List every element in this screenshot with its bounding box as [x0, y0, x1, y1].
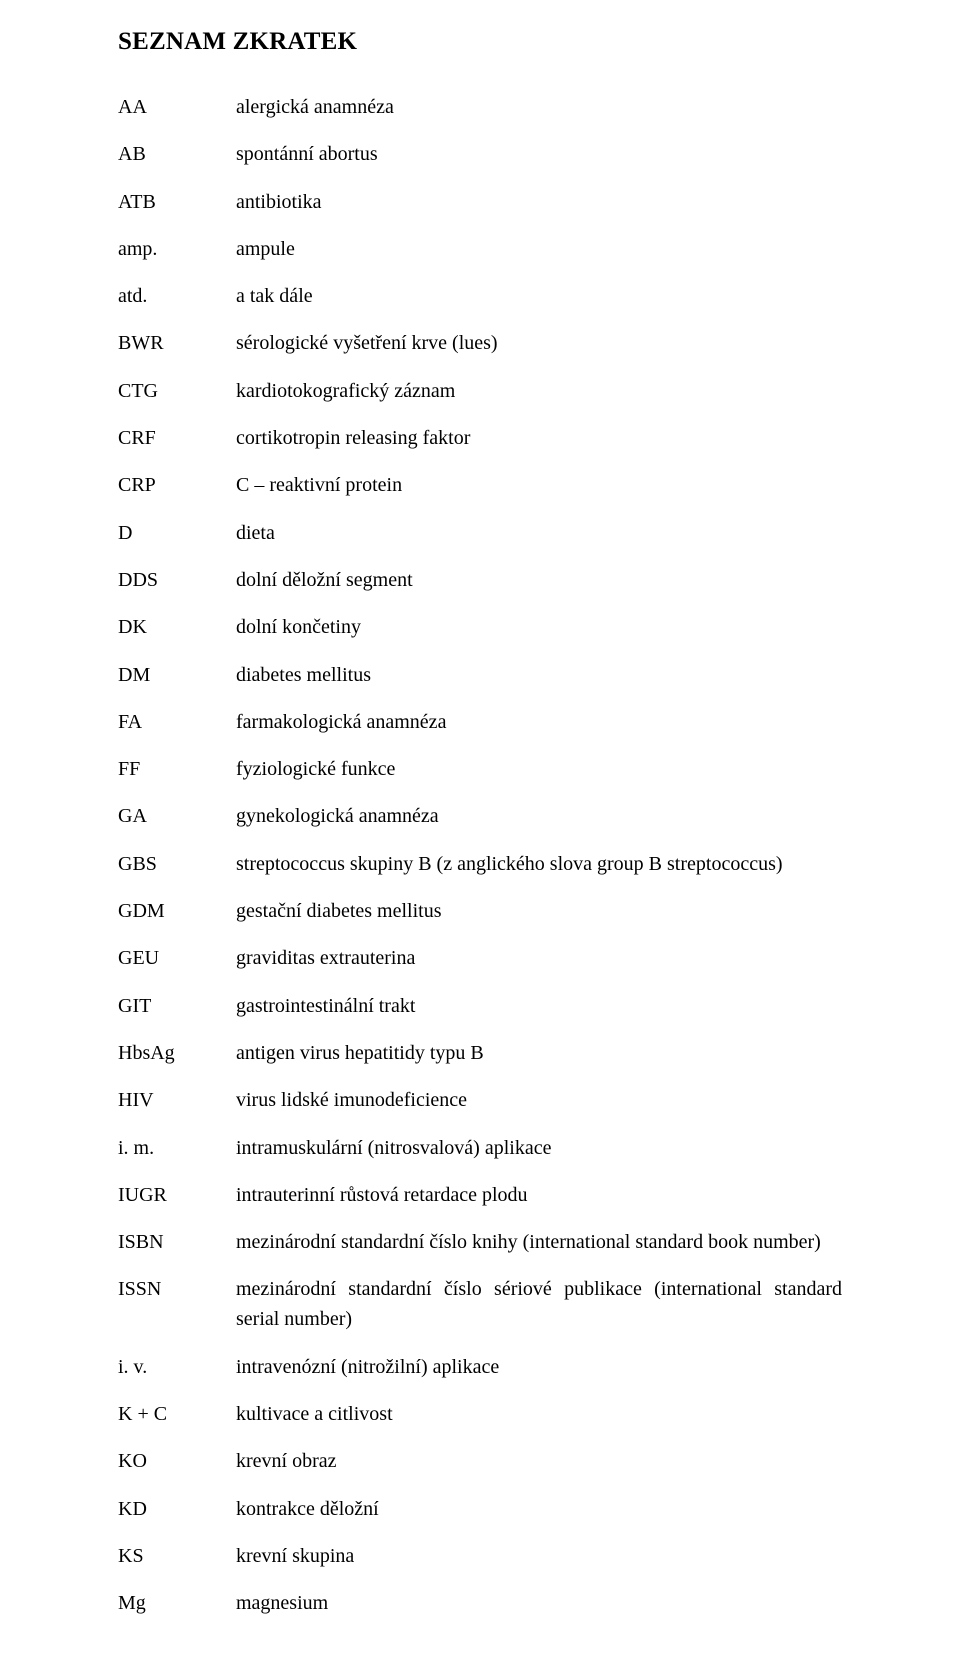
list-item: ISSNmezinárodní standardní číslo sériové…: [118, 1274, 842, 1334]
abbr-term: i. m.: [118, 1133, 236, 1163]
abbr-term: ISSN: [118, 1274, 236, 1304]
abbr-definition: intramuskulární (nitrosvalová) aplikace: [236, 1133, 842, 1163]
abbr-term: ISBN: [118, 1227, 236, 1257]
abbr-definition: kultivace a citlivost: [236, 1399, 842, 1429]
list-item: GEUgraviditas extrauterina: [118, 943, 842, 973]
abbr-term: D: [118, 518, 236, 548]
abbr-term: AB: [118, 139, 236, 169]
abbr-definition: virus lidské imunodeficience: [236, 1085, 842, 1115]
abbr-term: KO: [118, 1446, 236, 1476]
abbr-definition: dieta: [236, 518, 842, 548]
abbr-term: amp.: [118, 234, 236, 264]
abbr-definition: streptococcus skupiny B (z anglického sl…: [236, 849, 842, 879]
abbr-term: HIV: [118, 1085, 236, 1115]
list-item: i. v.intravenózní (nitrožilní) aplikace: [118, 1352, 842, 1382]
list-item: atd.a tak dále: [118, 281, 842, 311]
list-item: i. m.intramuskulární (nitrosvalová) apli…: [118, 1133, 842, 1163]
list-item: DMdiabetes mellitus: [118, 660, 842, 690]
abbr-definition: antigen virus hepatitidy typu B: [236, 1038, 842, 1068]
list-item: IUGRintrauterinní růstová retardace plod…: [118, 1180, 842, 1210]
list-item: K + Ckultivace a citlivost: [118, 1399, 842, 1429]
abbr-term: HbsAg: [118, 1038, 236, 1068]
abbr-definition: graviditas extrauterina: [236, 943, 842, 973]
abbr-definition: farmakologická anamnéza: [236, 707, 842, 737]
abbr-definition: kardiotokografický záznam: [236, 376, 842, 406]
list-item: Ddieta: [118, 518, 842, 548]
list-item: ATBantibiotika: [118, 187, 842, 217]
abbr-term: DDS: [118, 565, 236, 595]
abbreviation-list: AAalergická anamnézaABspontánní abortusA…: [118, 92, 842, 1636]
abbr-term: KD: [118, 1494, 236, 1524]
abbr-definition: gynekologická anamnéza: [236, 801, 842, 831]
abbr-definition: krevní obraz: [236, 1446, 842, 1476]
abbr-term: GA: [118, 801, 236, 831]
abbr-definition: spontánní abortus: [236, 139, 842, 169]
abbr-term: GIT: [118, 991, 236, 1021]
abbr-definition: intravenózní (nitrožilní) aplikace: [236, 1352, 842, 1382]
list-item: KDkontrakce děložní: [118, 1494, 842, 1524]
list-item: AAalergická anamnéza: [118, 92, 842, 122]
list-item: Mgmagnesium: [118, 1588, 842, 1618]
abbr-term: AA: [118, 92, 236, 122]
abbr-definition: antibiotika: [236, 187, 842, 217]
list-item: GITgastrointestinální trakt: [118, 991, 842, 1021]
abbr-definition: cortikotropin releasing faktor: [236, 423, 842, 453]
abbr-definition: fyziologické funkce: [236, 754, 842, 784]
abbr-definition: dolní končetiny: [236, 612, 842, 642]
abbr-definition: kontrakce děložní: [236, 1494, 842, 1524]
abbr-definition: krevní skupina: [236, 1541, 842, 1571]
list-item: FAfarmakologická anamnéza: [118, 707, 842, 737]
list-item: CTGkardiotokografický záznam: [118, 376, 842, 406]
list-item: ISBNmezinárodní standardní číslo knihy (…: [118, 1227, 842, 1257]
abbr-term: CRF: [118, 423, 236, 453]
abbr-term: GBS: [118, 849, 236, 879]
abbr-definition: ampule: [236, 234, 842, 264]
abbr-definition: gastrointestinální trakt: [236, 991, 842, 1021]
list-item: GBSstreptococcus skupiny B (z anglického…: [118, 849, 842, 879]
abbr-term: IUGR: [118, 1180, 236, 1210]
list-item: ABspontánní abortus: [118, 139, 842, 169]
abbr-term: CRP: [118, 470, 236, 500]
abbr-term: KS: [118, 1541, 236, 1571]
abbr-term: BWR: [118, 328, 236, 358]
list-item: GDMgestační diabetes mellitus: [118, 896, 842, 926]
list-item: DDSdolní děložní segment: [118, 565, 842, 595]
abbr-term: GEU: [118, 943, 236, 973]
abbr-definition: dolní děložní segment: [236, 565, 842, 595]
abbr-definition: diabetes mellitus: [236, 660, 842, 690]
list-item: FFfyziologické funkce: [118, 754, 842, 784]
page-title: SEZNAM ZKRATEK: [118, 28, 842, 56]
abbr-definition: mezinárodní standardní číslo sériové pub…: [236, 1274, 842, 1334]
abbr-definition: mezinárodní standardní číslo knihy (inte…: [236, 1227, 842, 1257]
abbr-definition: sérologické vyšetření krve (lues): [236, 328, 842, 358]
list-item: CRFcortikotropin releasing faktor: [118, 423, 842, 453]
list-item: amp.ampule: [118, 234, 842, 264]
abbr-term: FA: [118, 707, 236, 737]
list-item: HbsAgantigen virus hepatitidy typu B: [118, 1038, 842, 1068]
abbr-definition: intrauterinní růstová retardace plodu: [236, 1180, 842, 1210]
abbr-term: DM: [118, 660, 236, 690]
list-item: KOkrevní obraz: [118, 1446, 842, 1476]
abbr-definition: magnesium: [236, 1588, 842, 1618]
abbr-term: GDM: [118, 896, 236, 926]
abbr-term: i. v.: [118, 1352, 236, 1382]
list-item: CRPC – reaktivní protein: [118, 470, 842, 500]
list-item: HIVvirus lidské imunodeficience: [118, 1085, 842, 1115]
abbr-term: atd.: [118, 281, 236, 311]
abbr-definition: alergická anamnéza: [236, 92, 842, 122]
abbr-term: DK: [118, 612, 236, 642]
list-item: KSkrevní skupina: [118, 1541, 842, 1571]
list-item: GAgynekologická anamnéza: [118, 801, 842, 831]
abbr-definition: gestační diabetes mellitus: [236, 896, 842, 926]
abbr-term: ATB: [118, 187, 236, 217]
abbr-term: CTG: [118, 376, 236, 406]
list-item: DKdolní končetiny: [118, 612, 842, 642]
abbr-term: Mg: [118, 1588, 236, 1618]
list-item: BWRsérologické vyšetření krve (lues): [118, 328, 842, 358]
abbr-definition: a tak dále: [236, 281, 842, 311]
abbr-term: K + C: [118, 1399, 236, 1429]
abbr-term: FF: [118, 754, 236, 784]
page: SEZNAM ZKRATEK AAalergická anamnézaABspo…: [0, 0, 960, 1676]
abbr-definition: C – reaktivní protein: [236, 470, 842, 500]
